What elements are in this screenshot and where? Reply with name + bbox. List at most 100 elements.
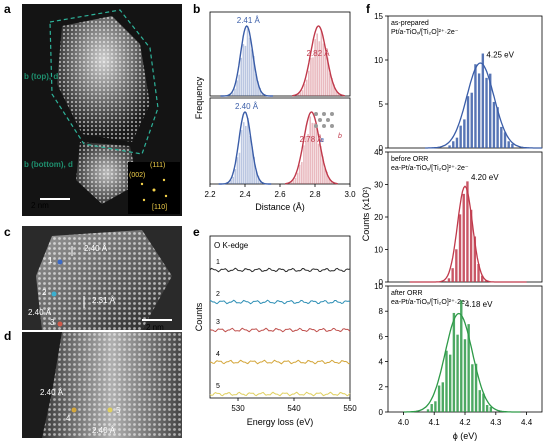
histogram-bar [309,116,311,184]
histogram-bar [470,92,473,148]
histogram-bar [240,57,243,96]
gaussian-fit-curve [292,25,345,97]
subplot-subtitle: Pt/a-TiOₓ/[Ti₂O]²⁺·2e⁻ [391,29,459,36]
panel-letter-a: a [4,2,11,16]
histogram-bar [257,175,260,184]
histogram-bar [290,182,293,184]
gaussian-fit-curve [425,62,542,149]
y-axis-label-f: Counts (x10²) [362,187,371,242]
histogram-bar [335,90,337,96]
histogram-bar [489,73,492,148]
histogram-bar [312,57,314,96]
histogram-bar [507,141,510,148]
histogram-bar [232,176,234,184]
histogram-bar [460,300,463,412]
eels-spectrum-line [209,299,351,305]
spectrum-label: 4 [216,351,220,358]
histogram-bar [250,49,253,96]
x-tick-label: 2.2 [204,190,216,199]
histogram-bar [319,145,322,184]
histogram-bar [305,79,308,96]
histogram-bar [301,90,304,96]
peak-label: 4.18 eV [465,300,493,309]
gaussian-fit-curve [409,185,527,283]
y-tick-label: 30 [374,181,383,190]
x-tick-label: 4.4 [521,418,533,427]
peak-label: 2.82 Å [307,49,331,58]
y-tick-label: 10 [374,246,383,255]
x-axis-label-f: ϕ (eV) [453,431,478,441]
histogram-bar [471,364,474,412]
histogram-bar [236,80,238,96]
histogram-bar [322,156,324,184]
y-tick-label: 5 [379,100,384,109]
histogram-bar [333,84,335,96]
eels-spectrum-line [209,267,351,273]
x-tick-label: 530 [231,404,245,413]
edge-label: O K-edge [214,241,249,250]
histogram-bar [477,263,480,282]
histogram-bar [447,278,451,282]
scale-bar-label-c: 2 nm [146,323,164,332]
spacing-label-d1: 2.40 Å [40,388,64,397]
histogram-bar [261,93,264,96]
histogram-bar [317,143,320,184]
histogram-bar [257,81,259,96]
histogram-bar [242,122,245,184]
histogram-bar [473,236,477,282]
histogram-bar [445,350,448,412]
tem-image-d: 2.40 Å 2.40 Å 4 5 [22,332,182,438]
histogram-bar [474,64,477,148]
histogram-bar [448,145,451,148]
histogram-bar [303,84,306,96]
gaussian-fit-curve [218,111,272,185]
chart-f: as-prepared Pt/a-TiOₓ/[Ti₂O]²⁺·2e⁻ 4.25 eV… [362,12,543,441]
histogram-bar [489,407,493,412]
x-tick-label: 550 [343,404,357,413]
histogram-bar [430,404,433,412]
histogram-bar [485,77,488,148]
histogram-bar [234,88,236,96]
histogram-bar [238,74,240,96]
histogram-bar [322,43,325,96]
subplot-title: as-prepared [391,20,429,27]
histogram-bar [307,134,309,184]
histogram-bar [247,118,249,184]
y-tick-label: 10 [374,282,383,291]
x-tick-label: 2.6 [274,190,286,199]
histogram-bar [251,146,253,184]
histogram-bar [469,209,473,282]
histogram-bar [234,169,237,184]
histogram-bar [500,126,503,148]
histogram-bar [320,30,323,97]
site-label-2: 2 [42,288,47,297]
peak-label: 4.25 eV [486,51,514,60]
histogram-bar [484,280,488,282]
subplot-subtitle: ea-Pt/a-TiOₓ/[Ti₂O]²⁺·2e⁻ [391,165,469,172]
tem-image-c: 2.40 Å 2.31 Å 2.40 Å 1 2 3 [22,226,182,330]
x-tick-label: 4.0 [398,418,410,427]
subplot-title: before ORR [391,156,428,163]
y-tick-label: 6 [379,332,384,341]
peak-label: 2.78 Å [300,135,324,144]
chart-e: O K-edge 1 2 3 4 5 530 540 550 Energy loss (eV) Co… [194,235,357,427]
histogram-bar [294,177,297,184]
x-tick-label: 4.1 [429,418,441,427]
lattice-atom [314,112,318,116]
histogram-bar [481,275,484,282]
spectrum-label: 3 [216,319,220,326]
spacing-label-c3: 2.40 Å [28,308,52,317]
site-label-5: 5 [116,406,121,415]
fft-label-bottom: [110] [152,204,168,211]
plot-frame-b [209,11,351,97]
histogram-bar [324,168,326,184]
fft-label-left: (002) [129,172,146,179]
histogram-bar [255,73,257,96]
fft-label-top: (111) [150,162,166,169]
x-axis-label-b: Distance (Å) [255,202,305,212]
label-bottom-d: b (bottom), d [24,160,73,169]
histogram-bar [313,123,316,184]
label-top-d: b (top), d [24,72,59,81]
y-tick-label: 0 [379,408,384,417]
histogram-bar [492,101,496,148]
